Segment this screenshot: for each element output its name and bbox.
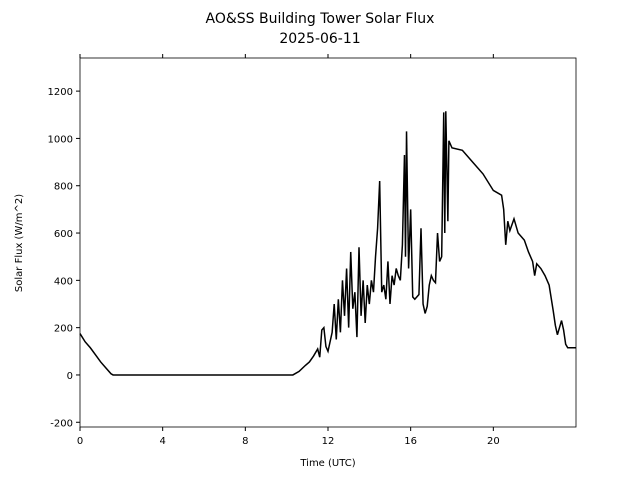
x-tick-label: 0 — [77, 436, 83, 447]
y-tick-label: 0 — [67, 371, 73, 382]
plot-frame — [79, 57, 577, 428]
y-tick-label: 1000 — [48, 134, 73, 145]
x-tick-label: 12 — [322, 436, 335, 447]
flux-line — [79, 111, 576, 376]
y-tick-label: -200 — [50, 418, 73, 429]
x-tick-label: 16 — [404, 436, 417, 447]
y-tick-label: 200 — [54, 324, 73, 335]
chart-subtitle: 2025-06-11 — [279, 31, 360, 47]
x-tick-label: 20 — [487, 436, 500, 447]
y-axis-label: Solar Flux (W/m^2) — [14, 194, 25, 292]
y-tick-label: 800 — [54, 182, 73, 193]
x-axis-label: Time (UTC) — [299, 458, 355, 469]
y-tick-label: 400 — [54, 276, 73, 287]
y-tick-label: 1200 — [48, 87, 73, 98]
chart-title: AO&SS Building Tower Solar Flux — [206, 11, 435, 27]
x-tick-label: 8 — [242, 436, 248, 447]
x-tick-label: 4 — [159, 436, 165, 447]
y-tick-label: 600 — [54, 229, 73, 240]
